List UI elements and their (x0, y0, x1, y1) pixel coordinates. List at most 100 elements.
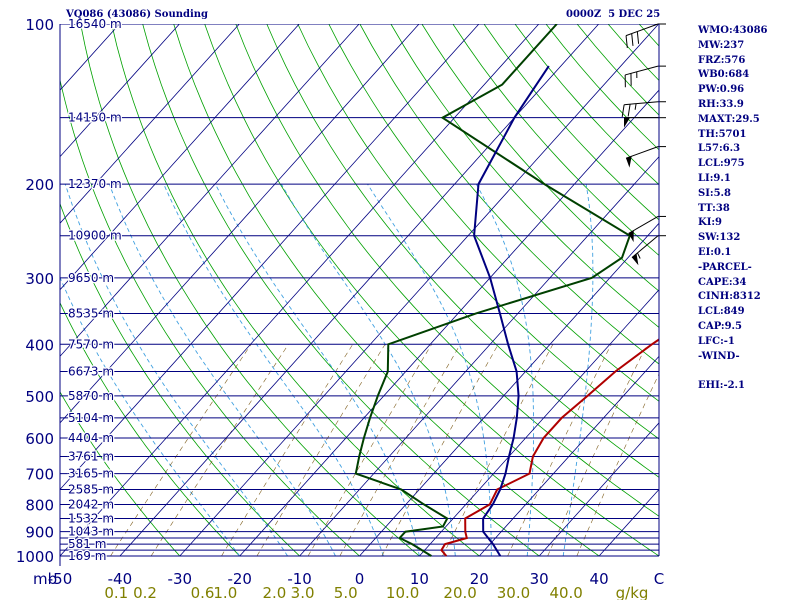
index-line: TH:5701 (698, 128, 747, 140)
height-label: 5870 m (68, 389, 114, 403)
pressure-tick-label: 1000 (16, 548, 54, 566)
temperature-tick-label: -50 (48, 570, 73, 588)
pressure-tick-label: 100 (25, 16, 54, 34)
isotherm (60, 24, 240, 224)
height-label: 169 m (68, 549, 106, 563)
mixing-ratio-tick-label: 10.0 (386, 584, 419, 600)
pressure-tick-label: 700 (25, 466, 54, 484)
height-label: 5104 m (68, 411, 114, 425)
wind-barb-pennant (624, 117, 630, 128)
index-line: CAP:9.5 (698, 320, 742, 332)
height-label: 1532 m (68, 511, 114, 525)
index-line: LCL:849 (698, 306, 745, 318)
index-line: CAPE:34 (698, 276, 747, 288)
wind-barb-flag (631, 33, 634, 46)
mixing-ratio-tick-label: 20.0 (443, 584, 476, 600)
index-line: TT:38 (698, 202, 730, 214)
isotherm (239, 89, 659, 557)
index-line: RH:33.9 (698, 98, 744, 110)
pressure-tick-label: 300 (25, 270, 54, 288)
mixing-ratio-tick-label: 3.0 (291, 584, 315, 600)
height-label: 14150 m (68, 111, 122, 125)
sounding-indices-panel: WMO:43086 MW:237 FRZ:576 WB0:684 PW:0.96 RH:3… (698, 24, 798, 394)
height-label: 1043 m (68, 525, 114, 539)
isotherm (60, 24, 300, 291)
pressure-tick-label: 800 (25, 496, 54, 514)
pressure-tick-label: 200 (25, 176, 54, 194)
height-label: 581 m (68, 537, 106, 551)
isotherm (60, 24, 480, 491)
mixing-ratio-tick-label: 0.1 (104, 584, 128, 600)
mixing-ratio-tick-label: 2.0 (263, 584, 287, 600)
mixing-ratio-tick-label: 1.0 (213, 584, 237, 600)
wind-barb (625, 23, 666, 48)
index-line: MAXT:29.5 (698, 113, 760, 125)
temperature-tick-label: C (654, 570, 664, 588)
height-label: 3761 m (68, 449, 114, 463)
wind-barb-flag (625, 35, 628, 48)
wind-barb-flag (627, 104, 631, 117)
temperature-trace (440, 338, 659, 557)
height-label: 9650 m (68, 271, 114, 285)
index-line: -WIND- (698, 350, 740, 362)
height-label: 3165 m (68, 467, 114, 481)
isotherm (60, 24, 420, 424)
index-line: LI:9.1 (698, 172, 731, 184)
isotherm (60, 24, 540, 557)
height-label: 2042 m (68, 497, 114, 511)
wind-barb-pennant (631, 253, 639, 266)
chart-title: VQ086 (43086) Sounding (66, 9, 209, 20)
isotherm (299, 156, 659, 557)
mixing-ratio-tick-label: g/kg (616, 584, 649, 600)
temperature-tick-label: -10 (287, 570, 312, 588)
temperature-tick-label: 30 (530, 570, 549, 588)
index-line: SW:132 (698, 232, 741, 244)
mixing-ratio-tick-label: 0.6 (191, 584, 215, 600)
temperature-tick-label: -20 (227, 570, 252, 588)
index-line: WB0:684 (698, 69, 750, 81)
moist-adiabat (367, 183, 492, 556)
isotherm (479, 355, 659, 557)
index-line: MW:237 (698, 39, 745, 51)
height-label: 10900 m (68, 229, 122, 243)
wind-barb-pennant (626, 156, 632, 168)
pressure-axis-label: mb (33, 570, 57, 588)
index-spacer (698, 364, 798, 379)
parcel-trace (473, 65, 550, 557)
index-line: SI:5.8 (698, 187, 731, 199)
temperature-tick-label: -40 (108, 570, 133, 588)
index-line: PW:0.96 (698, 84, 745, 96)
wind-barb-staff (631, 235, 659, 258)
index-line: KI:9 (698, 217, 723, 229)
mixing-ratio-tick-label: 40.0 (549, 584, 582, 600)
dewpoint-trace (354, 24, 632, 557)
height-label: 16540 m (68, 17, 122, 31)
index-line: LCL:975 (698, 158, 745, 170)
height-label: 12370 m (68, 177, 122, 191)
isotherm (538, 422, 659, 557)
isotherm (179, 24, 659, 557)
mixing-ratio-tick-label: 5.0 (334, 584, 358, 600)
index-line: EHI:-2.1 (698, 380, 745, 392)
temperature-tick-label: 10 (410, 570, 429, 588)
temperature-tick-label: 40 (590, 570, 609, 588)
height-label: 6673 m (68, 365, 114, 379)
index-line: L57:6.3 (698, 143, 741, 155)
mixing-ratio-tick-label: 30.0 (497, 584, 530, 600)
isotherm (359, 222, 659, 557)
height-label: 2585 m (68, 483, 114, 497)
wind-barb (628, 215, 666, 243)
index-line: FRZ:576 (698, 54, 746, 66)
wind-barb-pennant (628, 230, 634, 243)
temperature-tick-label: 0 (355, 570, 365, 588)
pressure-tick-label: 600 (25, 430, 54, 448)
wind-barb-flag (621, 104, 625, 117)
moist-adiabat (475, 183, 535, 557)
isotherm (60, 24, 360, 357)
index-line: -PARCEL- (698, 261, 752, 273)
wind-barb-flag (636, 31, 640, 44)
wind-barb-staff (628, 216, 659, 234)
mixing-ratio-tick-label: 0.2 (133, 584, 157, 600)
pressure-tick-label: 500 (25, 388, 54, 406)
pressure-tick-label: 400 (25, 336, 54, 354)
